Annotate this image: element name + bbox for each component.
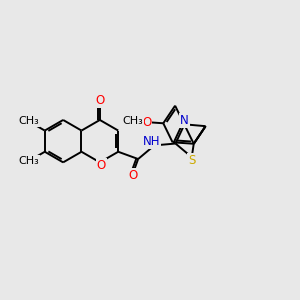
Text: O: O (128, 169, 137, 182)
Text: NH: NH (143, 135, 160, 148)
Text: S: S (188, 154, 195, 167)
Text: O: O (95, 94, 104, 107)
Text: N: N (180, 114, 189, 127)
Text: CH₃: CH₃ (18, 116, 39, 126)
Text: O: O (142, 116, 152, 129)
Text: CH₃: CH₃ (122, 116, 143, 126)
Text: O: O (97, 159, 106, 172)
Text: CH₃: CH₃ (18, 156, 39, 166)
